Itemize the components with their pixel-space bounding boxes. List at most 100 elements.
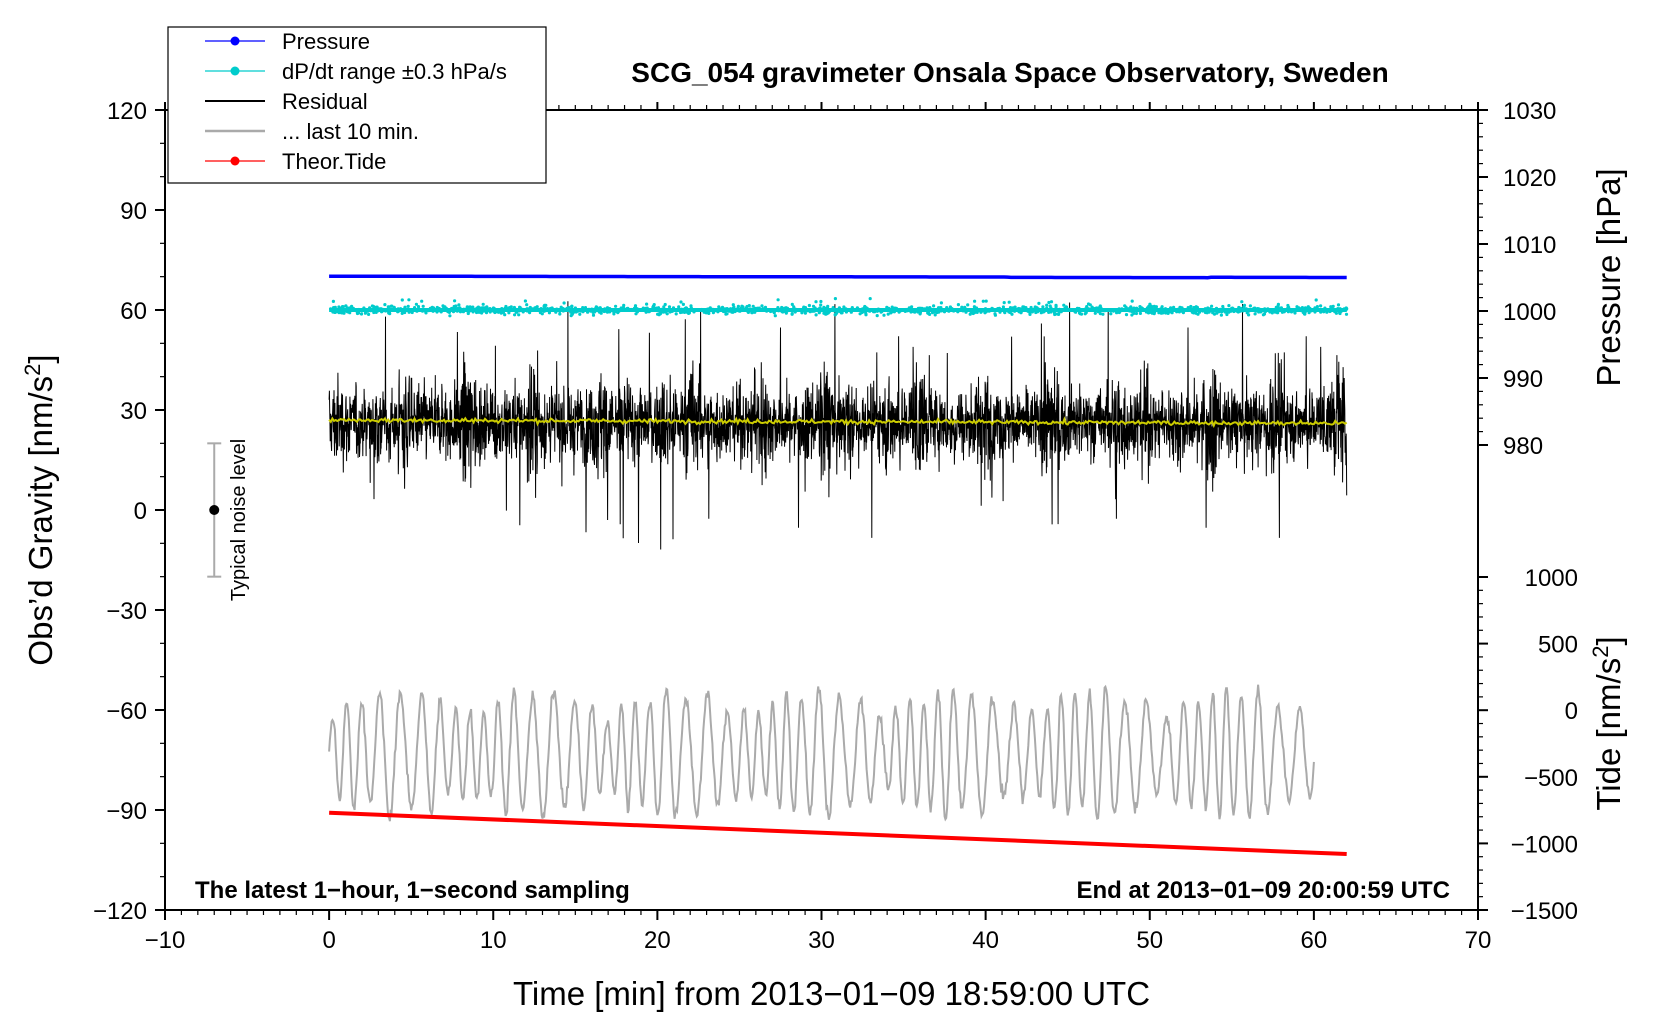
dpdt-point: [950, 308, 954, 312]
dpdt-point: [867, 309, 872, 313]
dpdt-point: [1181, 311, 1185, 315]
dpdt-point: [1010, 312, 1014, 316]
legend-box: [167, 26, 547, 184]
dpdt-point: [1333, 310, 1337, 314]
dpdt-point: [782, 306, 787, 310]
dpdt-point: [814, 313, 818, 317]
dpdt-point: [988, 308, 993, 312]
dpdt-point: [1313, 310, 1317, 314]
dpdt-point: [705, 311, 709, 315]
dpdt-point: [1021, 305, 1025, 309]
dpdt-point: [969, 311, 973, 315]
dpdt-point: [956, 303, 961, 307]
dpdt-point: [384, 309, 388, 313]
pressure-tick-label: 1030: [1503, 98, 1556, 125]
dpdt-point: [1219, 313, 1223, 317]
dpdt-point: [844, 310, 849, 314]
x-tick-label: 10: [480, 927, 507, 954]
dpdt-point: [583, 306, 588, 310]
dpdt-point: [570, 307, 574, 311]
dpdt-point: [793, 308, 797, 312]
dpdt-point: [751, 304, 755, 308]
dpdt-point: [1302, 309, 1306, 313]
dpdt-point: [1261, 313, 1265, 317]
dpdt-point: [507, 311, 511, 315]
dpdt-point: [484, 311, 489, 315]
dpdt-point: [756, 307, 760, 311]
series-theor-tide-line: [329, 810, 1347, 857]
dpdt-point: [1169, 306, 1173, 310]
dpdt-point: [400, 311, 404, 315]
dpdt-point: [1117, 307, 1121, 311]
dpdt-point: [706, 307, 710, 311]
y-left-axis-title: Obs’d Gravity [nm/s2]: [20, 354, 60, 665]
dpdt-point: [641, 307, 645, 311]
dpdt-point: [1169, 310, 1173, 314]
dpdt-point: [1338, 309, 1342, 313]
dpdt-point: [612, 309, 616, 313]
chart-title: SCG_054 gravimeter Onsala Space Observat…: [631, 57, 1388, 88]
dpdt-point: [740, 304, 744, 308]
dpdt-point: [1196, 312, 1200, 316]
dpdt-point: [1342, 308, 1346, 312]
dpdt-point: [504, 308, 508, 312]
dpdt-point: [1124, 313, 1129, 317]
dpdt-point: [837, 306, 842, 310]
dpdt-point: [1130, 313, 1134, 317]
dpdt-point: [1162, 308, 1166, 312]
y-left-title-main: Obs’d Gravity [nm/s: [22, 376, 59, 666]
dpdt-point: [1132, 306, 1136, 310]
dpdt-point: [918, 307, 922, 311]
dpdt-point: [1299, 308, 1303, 313]
dpdt-point: [771, 308, 775, 312]
dpdt-point: [1145, 308, 1149, 312]
dpdt-point: [475, 309, 479, 313]
dpdt-point: [778, 307, 782, 312]
dpdt-point: [449, 308, 453, 312]
dpdt-point: [1074, 310, 1078, 314]
noise-level-indicator: [207, 442, 222, 578]
dpdt-point: [1115, 311, 1119, 315]
series-dpdt-points: [329, 297, 1349, 318]
x-axis-title: Time [min] from 2013−01−09 18:59:00 UTC: [513, 975, 1150, 1012]
dpdt-point: [1117, 310, 1121, 315]
dpdt-point: [1267, 309, 1271, 313]
dpdt-point: [1121, 308, 1126, 312]
legend-label: dP/dt range ±0.3 hPa/s: [282, 59, 507, 84]
dpdt-point: [1030, 310, 1034, 314]
dpdt-point: [612, 312, 616, 316]
dpdt-point: [420, 299, 424, 303]
dpdt-point: [1300, 306, 1304, 310]
dpdt-point: [1146, 311, 1151, 315]
dpdt-point: [335, 308, 339, 312]
dpdt-point: [1323, 306, 1327, 310]
dpdt-point: [817, 311, 821, 315]
dpdt-point: [863, 304, 867, 309]
dpdt-point: [946, 307, 950, 311]
dpdt-point: [471, 305, 475, 309]
dpdt-point: [1045, 306, 1049, 310]
dpdt-point: [1149, 304, 1154, 308]
dpdt-point: [1336, 307, 1340, 311]
series-residual-line: [328, 301, 1348, 550]
dpdt-point: [569, 310, 573, 314]
dpdt-point: [1177, 309, 1181, 313]
dpdt-point: [1159, 311, 1163, 315]
dpdt-point: [403, 310, 407, 315]
dpdt-point: [733, 309, 737, 314]
dpdt-point: [824, 312, 828, 316]
dpdt-point: [952, 309, 956, 313]
dpdt-point: [981, 299, 985, 303]
dpdt-point: [1054, 304, 1058, 308]
dpdt-point: [461, 310, 465, 314]
dpdt-point: [786, 308, 790, 312]
dpdt-point: [341, 305, 345, 309]
dpdt-point: [530, 308, 534, 312]
dpdt-point: [1314, 298, 1318, 302]
dpdt-point: [1010, 309, 1014, 313]
dpdt-point: [790, 302, 794, 306]
dpdt-point: [993, 312, 997, 316]
dpdt-point: [331, 299, 335, 303]
dpdt-point: [626, 307, 630, 311]
dpdt-point: [500, 307, 504, 311]
